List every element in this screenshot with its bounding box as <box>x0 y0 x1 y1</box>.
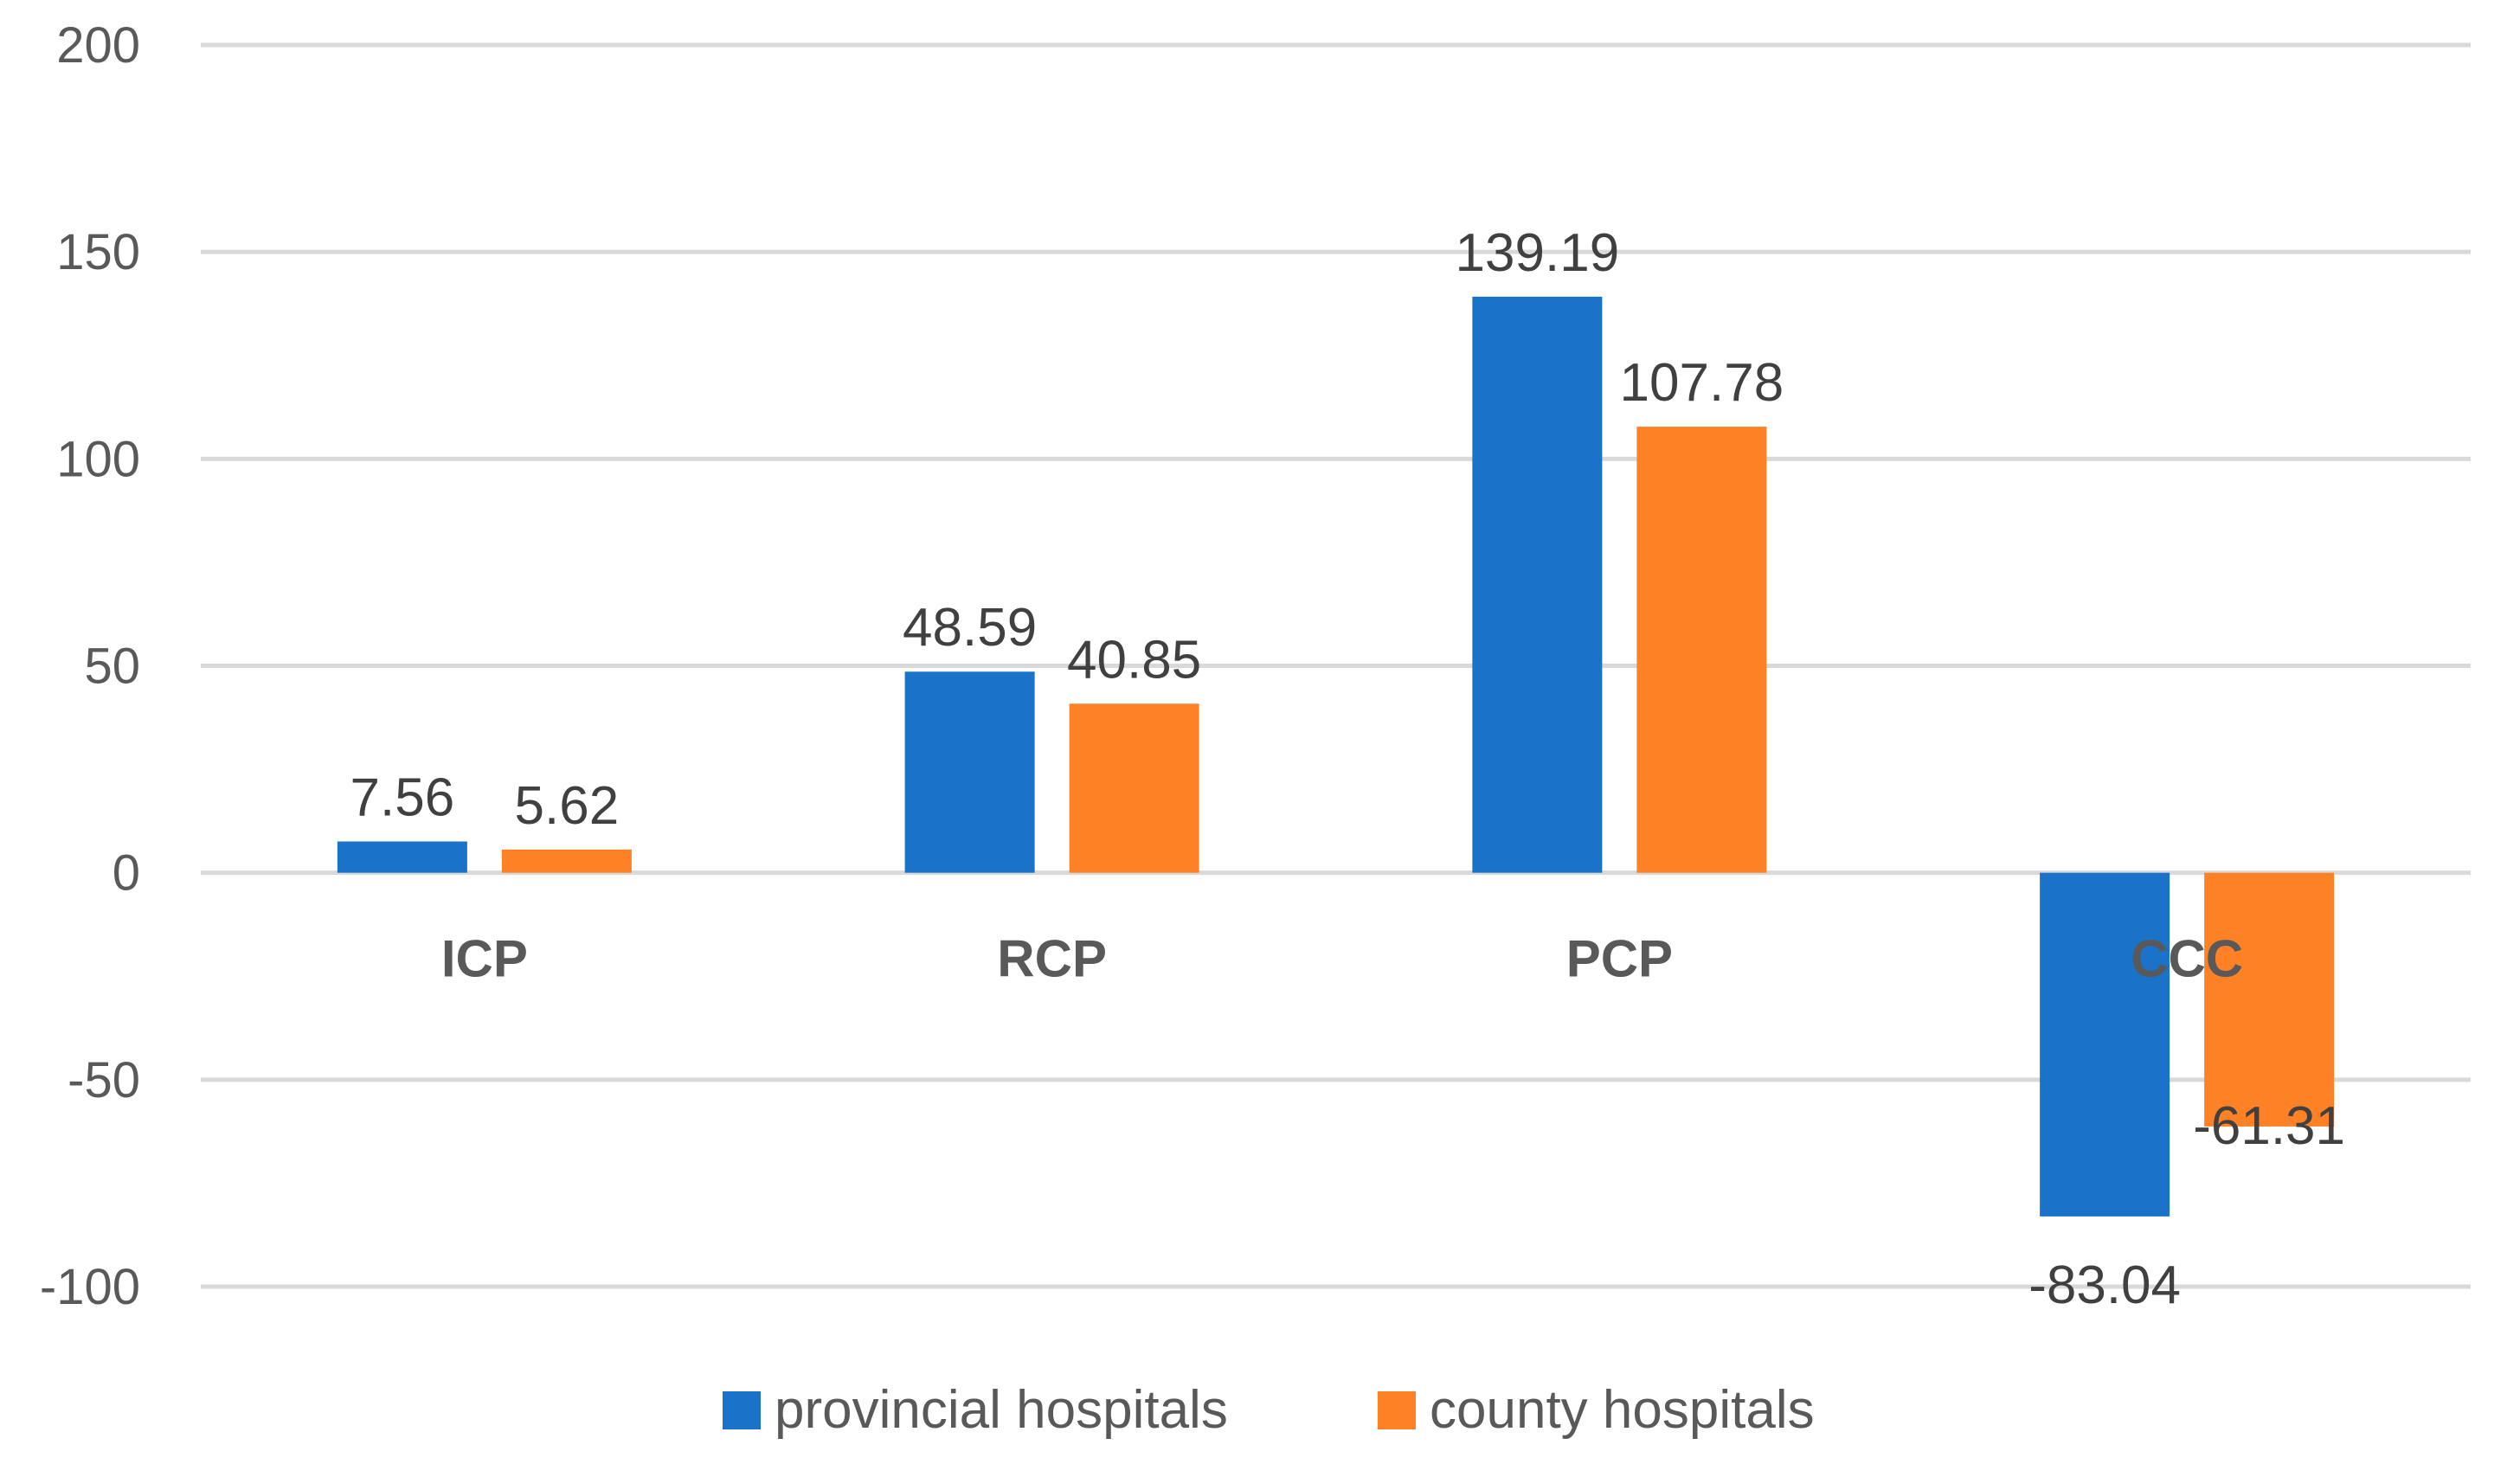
bar-ccc-provincial <box>2040 872 2170 1217</box>
bar-icp-provincial <box>337 841 467 873</box>
bar-icp-county <box>501 849 632 873</box>
y-tick-label: -50 <box>68 1052 140 1108</box>
bar-rcp-county <box>1069 703 1199 873</box>
y-tick-label: -100 <box>40 1259 140 1315</box>
data-label: -61.31 <box>2193 1096 2345 1156</box>
bars <box>337 296 2335 1217</box>
data-label: 107.78 <box>1620 353 1784 413</box>
bar-rcp-provincial <box>904 671 1035 873</box>
y-tick-label: 200 <box>56 17 140 74</box>
legend-swatch-provincial <box>723 1391 761 1429</box>
y-tick-label: 0 <box>112 845 140 902</box>
legend-label-county: county hospitals <box>1430 1380 1815 1440</box>
category-label-pcp: PCP <box>1566 930 1673 988</box>
data-label: 40.85 <box>1067 630 1201 690</box>
legend: provincial hospitals county hospitals <box>723 1380 1815 1440</box>
data-label: 5.62 <box>515 776 620 836</box>
data-label: 139.19 <box>1456 223 1620 283</box>
legend-label-provincial: provincial hospitals <box>775 1380 1228 1440</box>
data-label: -83.04 <box>2028 1255 2181 1315</box>
category-label-icp: ICP <box>441 930 528 988</box>
data-label: 48.59 <box>903 598 1037 658</box>
x-axis-categories: ICP RCP PCP CCC <box>441 930 2243 988</box>
legend-swatch-county <box>1378 1391 1416 1429</box>
y-axis-ticks: 200 150 100 50 0 -50 -100 <box>40 17 140 1315</box>
data-labels: 7.56 5.62 48.59 40.85 139.19 107.78 -83.04 -61.… <box>350 223 2345 1315</box>
data-label: 7.56 <box>350 768 455 828</box>
y-tick-label: 150 <box>56 224 140 280</box>
y-tick-label: 100 <box>56 431 140 487</box>
bar-ccc-county <box>2204 872 2335 1127</box>
bar-pcp-county <box>1636 427 1767 873</box>
bar-pcp-provincial <box>1472 296 1603 873</box>
category-label-rcp: RCP <box>997 930 1107 988</box>
y-tick-label: 50 <box>84 639 140 695</box>
category-label-ccc: CCC <box>2131 930 2243 988</box>
